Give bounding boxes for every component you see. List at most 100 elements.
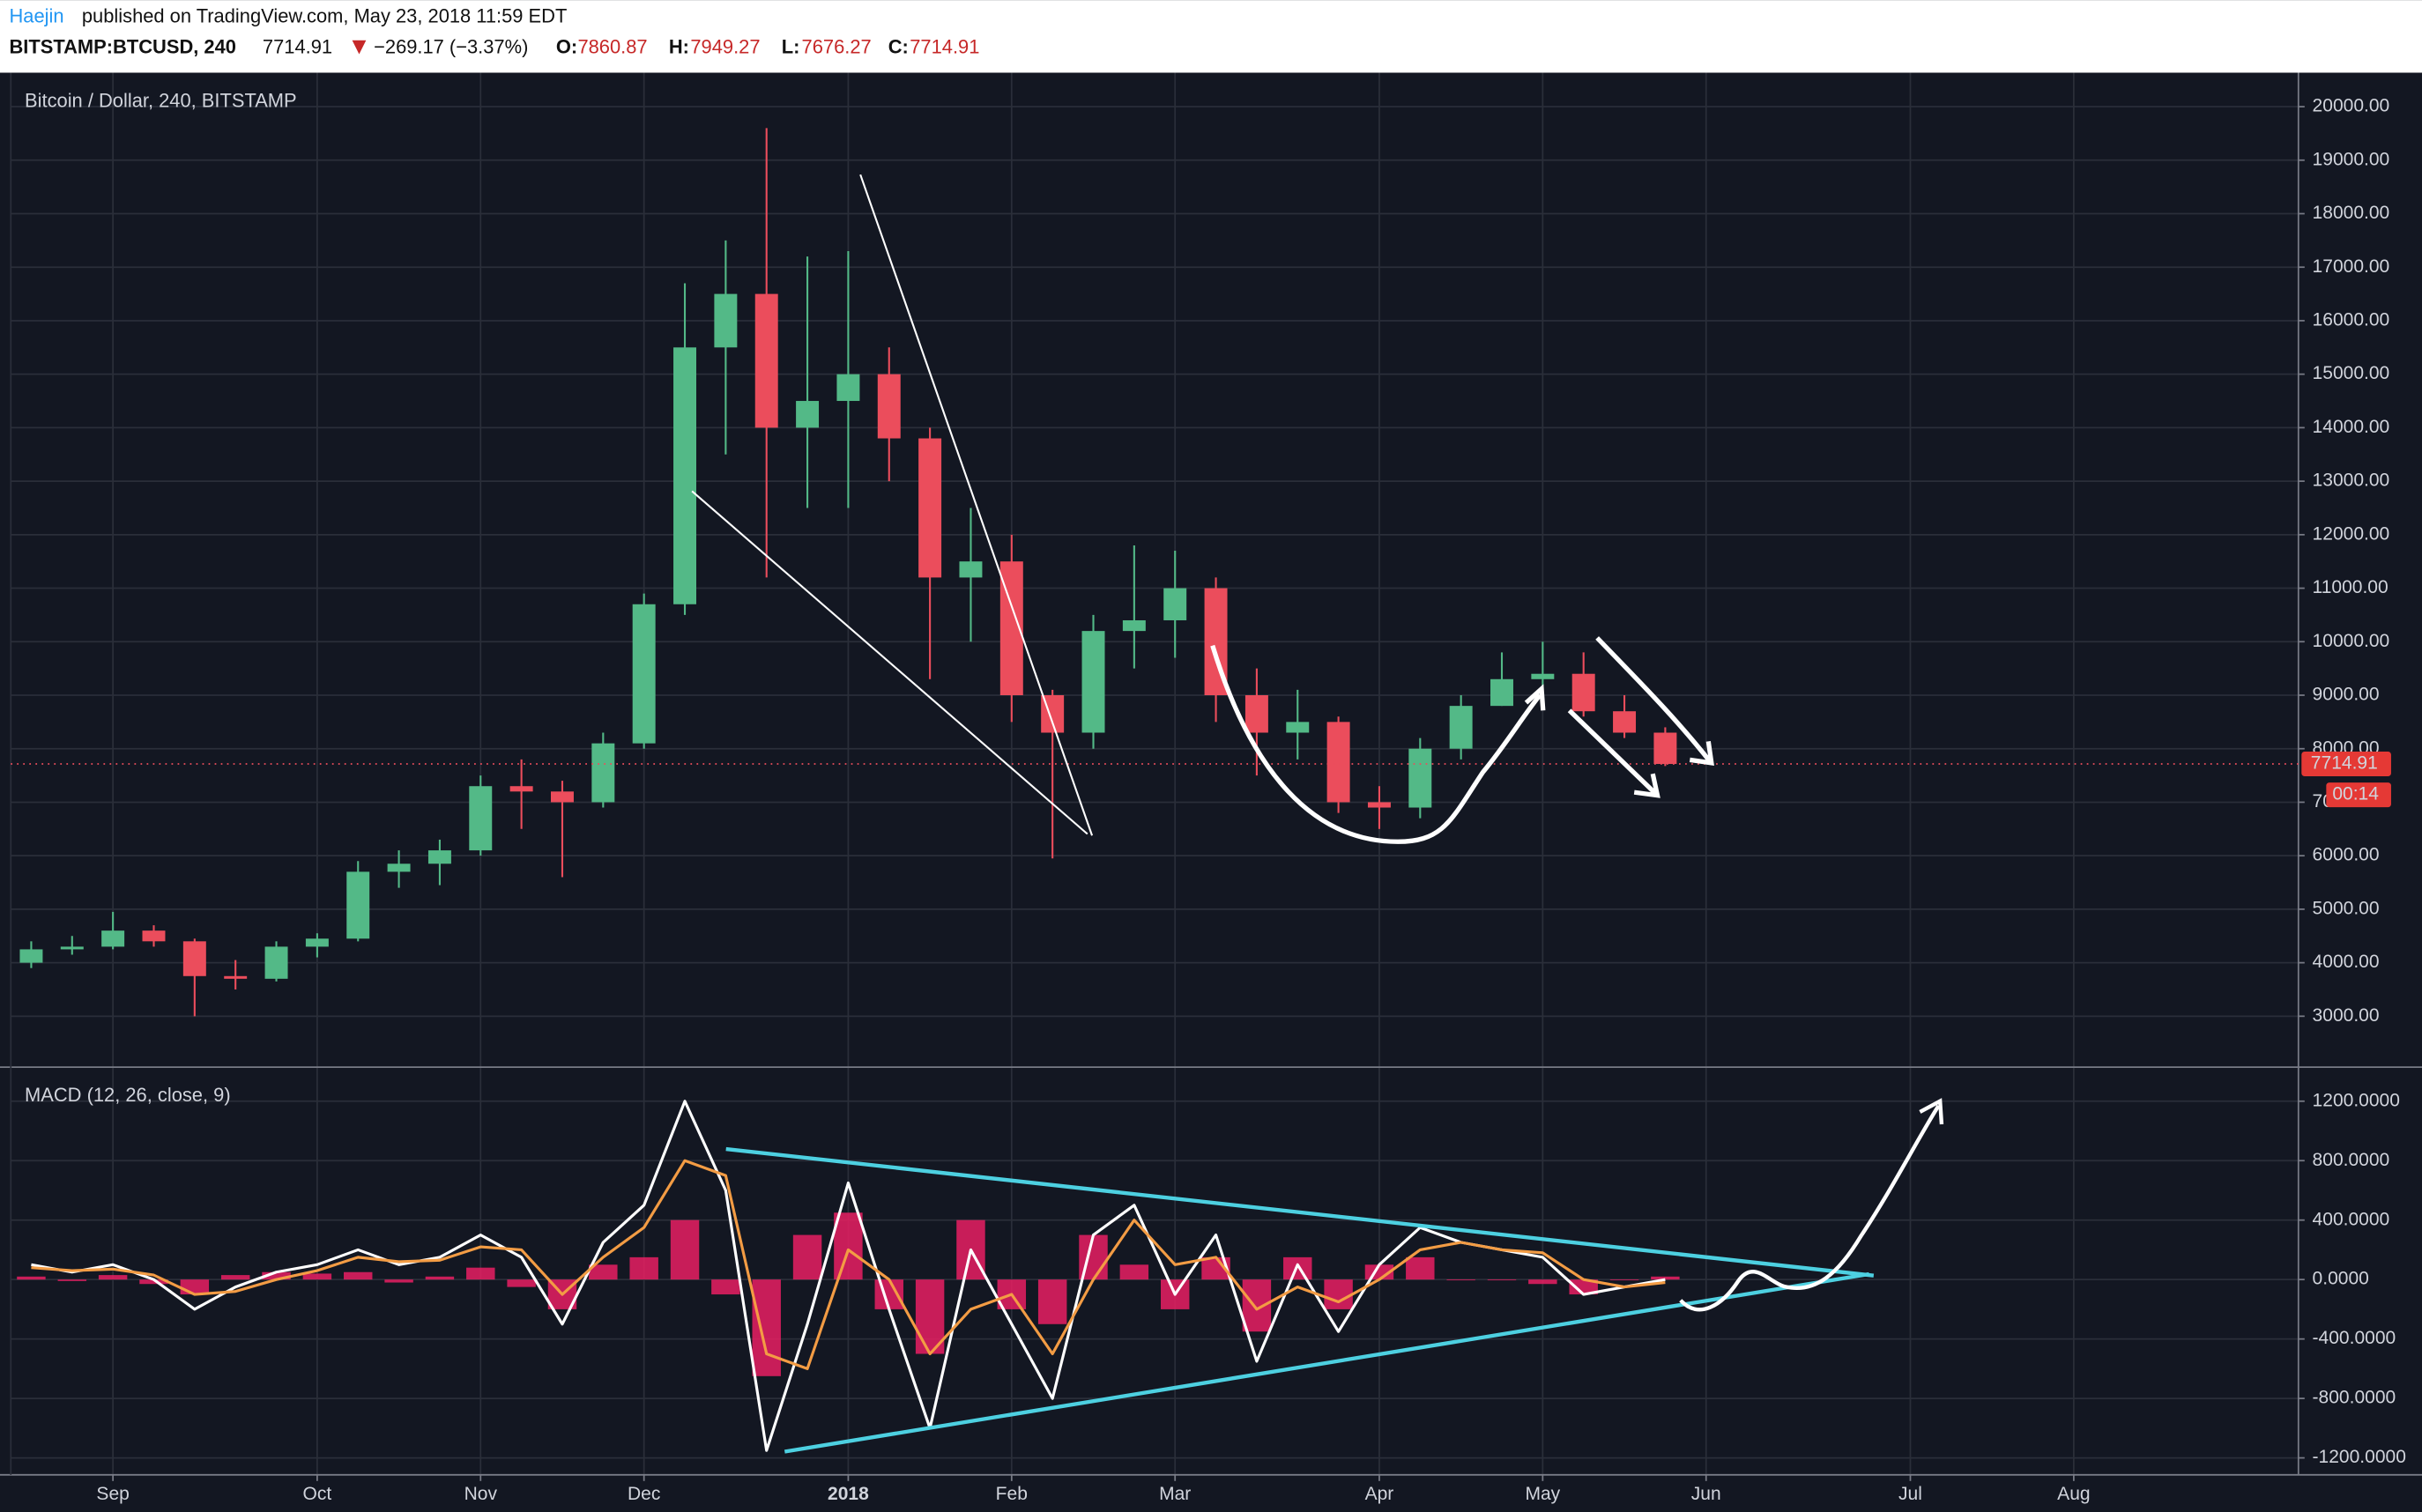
x-tick-label: May <box>1525 1484 1560 1504</box>
histogram-bar <box>1487 1279 1517 1281</box>
candle-body <box>1408 748 1432 808</box>
candle-body <box>673 347 696 604</box>
candle-body <box>60 946 84 950</box>
candle-body <box>1122 619 1146 632</box>
x-tick-label: Aug <box>2057 1484 2090 1504</box>
y-tick-label: 11000.00 <box>2313 577 2389 597</box>
y-tick-label: 20000.00 <box>2313 96 2390 116</box>
candle-body <box>1244 694 1268 733</box>
candle-body <box>836 374 860 402</box>
arrow-head <box>1524 684 1546 711</box>
candle-body <box>1367 802 1391 808</box>
curve-arrow <box>1210 644 1542 844</box>
candle-body <box>305 938 329 947</box>
countdown-box <box>2326 782 2391 808</box>
x-tick-label: Sep <box>96 1484 129 1504</box>
pane-title: Bitcoin / Dollar, 240, BITSTAMP <box>25 90 297 112</box>
y-tick-label: 13000.00 <box>2313 471 2390 491</box>
histogram-bar <box>507 1279 536 1287</box>
y-tick-label: -400.0000 <box>2313 1328 2396 1348</box>
h-label: H: <box>669 35 689 57</box>
histogram-bar <box>1528 1279 1557 1285</box>
candle-body <box>877 374 901 439</box>
y-tick-label: 16000.00 <box>2313 310 2390 330</box>
histogram-bar <box>1446 1279 1475 1281</box>
histogram-bar <box>1609 1279 1639 1281</box>
y-tick-label: 800.0000 <box>2313 1150 2390 1170</box>
candle-body <box>346 871 370 939</box>
trend-line <box>859 174 1094 836</box>
trend-line <box>691 490 1088 835</box>
author[interactable]: Haejin <box>10 4 64 26</box>
histogram-bar <box>139 1279 168 1285</box>
candle-body <box>469 786 493 851</box>
candle-body <box>182 941 206 976</box>
macd-line <box>31 1159 1666 1370</box>
projection-arrow <box>1679 1104 1941 1312</box>
candle-body <box>1490 678 1513 707</box>
histogram-bar <box>1037 1279 1067 1324</box>
x-tick-label: 2018 <box>828 1484 869 1504</box>
candle-body <box>632 604 656 744</box>
quote-line: BITSTAMP:BTCUSD, 240 7714.91 −269.17 (−3… <box>10 35 980 57</box>
published: published on TradingView.com, May 23, 20… <box>82 4 567 26</box>
candle-body <box>1326 722 1350 803</box>
candle-body <box>1613 711 1637 733</box>
candle-body <box>1081 631 1105 733</box>
y-tick-label: 18000.00 <box>2313 203 2390 223</box>
low: 7676.27 <box>802 35 872 57</box>
x-tick-label: Oct <box>303 1484 332 1504</box>
histogram-bar <box>98 1275 128 1280</box>
candle-body <box>509 786 533 792</box>
pane-title: MACD (12, 26, close, 9) <box>25 1084 231 1106</box>
y-tick-label: 15000.00 <box>2313 363 2390 383</box>
x-tick-label: Apr <box>1365 1484 1394 1504</box>
y-tick-label: 12000.00 <box>2313 523 2390 544</box>
y-tick-label: 0.0000 <box>2313 1269 2369 1289</box>
x-tick-label: Jun <box>1691 1484 1721 1504</box>
triangle-line <box>784 1271 1869 1454</box>
x-tick-label: Jul <box>1898 1484 1922 1504</box>
candle-body <box>918 438 942 578</box>
candle-body <box>142 930 166 942</box>
y-tick-label: 1200.0000 <box>2313 1090 2400 1110</box>
histogram-bar <box>344 1271 373 1280</box>
y-tick-label: 4000.00 <box>2313 952 2380 972</box>
y-tick-label: 3000.00 <box>2313 1005 2380 1026</box>
labels: 3000.004000.005000.006000.007000.008000.… <box>25 90 2406 1505</box>
candle-body <box>1571 673 1595 712</box>
y-tick-label: 10000.00 <box>2313 631 2390 651</box>
candle-body <box>959 561 983 578</box>
histogram-bar <box>1406 1256 1435 1280</box>
arrow-head <box>1919 1098 1944 1125</box>
candle-body <box>1449 706 1473 749</box>
arrow <box>1567 708 1660 798</box>
histogram-bar <box>425 1276 455 1280</box>
arrow <box>1595 636 1714 766</box>
y-tick-label: 5000.00 <box>2313 898 2380 918</box>
marks <box>11 128 2299 1452</box>
y-tick-label: -1200.0000 <box>2313 1447 2406 1467</box>
change: −269.17 (−3.37%) <box>374 35 528 57</box>
histogram-bar <box>262 1271 291 1280</box>
c-label: C: <box>888 35 909 57</box>
close: 7714.91 <box>910 35 979 57</box>
histogram-bar <box>17 1276 46 1280</box>
header-line: Haejin published on TradingView.com, May… <box>10 4 568 26</box>
grid <box>0 72 2422 1481</box>
candle-body <box>714 293 738 348</box>
histogram-bar <box>670 1219 700 1280</box>
last-price-box <box>2301 752 2391 777</box>
high: 7949.27 <box>690 35 760 57</box>
histogram-bar <box>834 1212 863 1280</box>
x-tick-label: Nov <box>464 1484 498 1504</box>
histogram-bar <box>57 1279 87 1281</box>
macd-line <box>31 1100 1666 1452</box>
candle-body <box>1531 673 1555 679</box>
histogram-bar <box>466 1267 495 1280</box>
down-arrow-icon <box>352 40 367 55</box>
candle-body <box>1163 588 1187 620</box>
last: 7714.91 <box>263 35 332 57</box>
histogram-bar <box>752 1279 781 1376</box>
